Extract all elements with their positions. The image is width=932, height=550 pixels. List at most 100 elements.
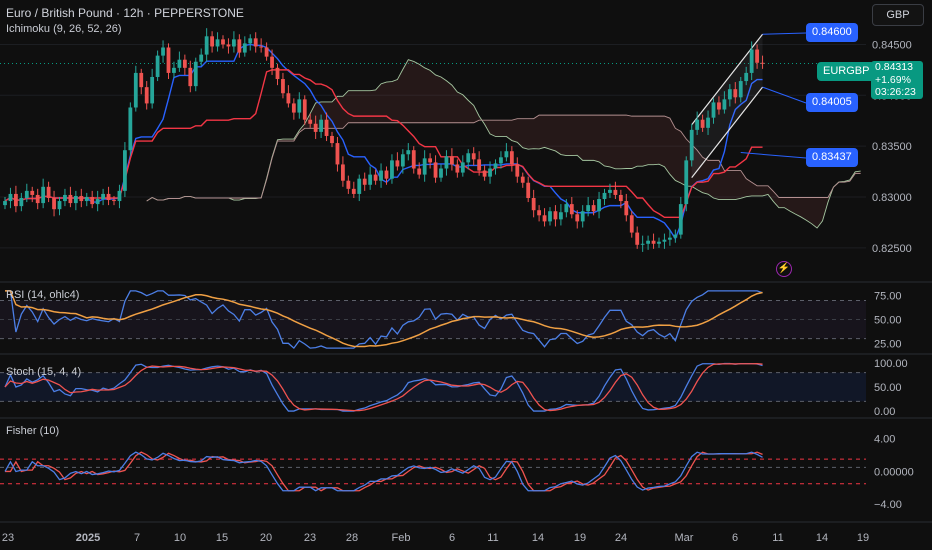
- candle[interactable]: [646, 235, 650, 250]
- candle[interactable]: [482, 165, 487, 181]
- candle[interactable]: [68, 186, 73, 208]
- candle[interactable]: [400, 149, 405, 174]
- fisher-pane[interactable]: 4.00 −4.00 0.00000: [0, 434, 914, 511]
- candle[interactable]: [760, 55, 765, 69]
- candle[interactable]: [488, 161, 492, 184]
- candle[interactable]: [128, 102, 133, 156]
- candle[interactable]: [106, 186, 111, 206]
- candle[interactable]: [308, 113, 313, 128]
- candle[interactable]: [319, 114, 323, 138]
- candle[interactable]: [182, 54, 187, 75]
- candle[interactable]: [297, 92, 302, 119]
- candle[interactable]: [237, 34, 242, 58]
- candle[interactable]: [629, 211, 634, 238]
- candle[interactable]: [411, 146, 416, 174]
- candle[interactable]: [379, 163, 383, 188]
- candle[interactable]: [373, 169, 378, 185]
- candle[interactable]: [444, 150, 449, 176]
- candle[interactable]: [689, 123, 694, 167]
- candle[interactable]: [526, 176, 531, 203]
- candle[interactable]: [744, 66, 749, 86]
- candle[interactable]: [455, 159, 460, 178]
- candle[interactable]: [602, 188, 607, 206]
- candle[interactable]: [330, 131, 334, 148]
- candle[interactable]: [232, 31, 236, 53]
- candle[interactable]: [390, 154, 394, 184]
- candle[interactable]: [749, 41, 754, 81]
- candle[interactable]: [460, 155, 465, 177]
- candle[interactable]: [14, 185, 18, 213]
- candle[interactable]: [73, 190, 78, 211]
- candle[interactable]: [471, 147, 476, 166]
- currency-button[interactable]: GBP: [872, 4, 924, 26]
- candle[interactable]: [204, 28, 209, 62]
- candle[interactable]: [668, 229, 672, 246]
- candle[interactable]: [559, 204, 563, 226]
- candle[interactable]: [84, 192, 89, 207]
- candle[interactable]: [275, 63, 280, 86]
- candle[interactable]: [161, 40, 165, 63]
- candle[interactable]: [226, 38, 231, 54]
- candle[interactable]: [24, 183, 29, 203]
- candle[interactable]: [221, 35, 225, 49]
- candle[interactable]: [722, 91, 727, 114]
- candle[interactable]: [368, 166, 373, 190]
- candle[interactable]: [624, 193, 629, 222]
- candle[interactable]: [19, 192, 24, 212]
- candle[interactable]: [564, 199, 569, 218]
- stoch-pane[interactable]: 100.00 50.00 0.00: [0, 358, 908, 418]
- candle[interactable]: [727, 84, 732, 107]
- candle[interactable]: [253, 32, 258, 53]
- candle[interactable]: [215, 32, 220, 52]
- candle[interactable]: [242, 36, 247, 57]
- candle[interactable]: [493, 159, 498, 175]
- candle[interactable]: [166, 43, 171, 80]
- candle[interactable]: [422, 150, 427, 182]
- candle[interactable]: [755, 44, 759, 69]
- candle[interactable]: [733, 82, 738, 104]
- candle[interactable]: [439, 164, 443, 182]
- candle[interactable]: [291, 98, 296, 120]
- candle[interactable]: [117, 184, 122, 209]
- candle[interactable]: [324, 112, 329, 142]
- candle[interactable]: [597, 191, 601, 219]
- time-axis[interactable]: 23 2025 7 10 15 20 23 28 Feb 6 11 14 19 24 Mar 6 11 14 19: [2, 532, 869, 544]
- candle[interactable]: [63, 188, 67, 207]
- candle[interactable]: [700, 114, 705, 132]
- candle[interactable]: [537, 205, 541, 222]
- candle[interactable]: [144, 81, 149, 110]
- candle[interactable]: [46, 181, 51, 203]
- candle[interactable]: [193, 57, 198, 92]
- candle[interactable]: [717, 96, 721, 115]
- rsi-pane[interactable]: 75.00 50.00 25.00: [0, 290, 902, 351]
- candle[interactable]: [123, 142, 127, 197]
- candle[interactable]: [651, 233, 656, 249]
- candles[interactable]: [3, 28, 765, 252]
- ichimoku-legend[interactable]: Ichimoku (9, 26, 52, 26): [6, 23, 122, 35]
- candle[interactable]: [346, 175, 351, 194]
- candle[interactable]: [548, 207, 552, 226]
- candle[interactable]: [515, 157, 520, 183]
- candle[interactable]: [259, 38, 264, 53]
- candle[interactable]: [608, 183, 612, 198]
- candle[interactable]: [711, 98, 716, 124]
- lightning-icon[interactable]: ⚡: [776, 261, 792, 277]
- candle[interactable]: [357, 174, 362, 202]
- candle[interactable]: [351, 181, 356, 198]
- candle[interactable]: [30, 186, 35, 203]
- candle[interactable]: [695, 111, 700, 135]
- candle[interactable]: [466, 149, 471, 170]
- candle[interactable]: [575, 210, 580, 229]
- candle[interactable]: [35, 188, 40, 210]
- candle[interactable]: [286, 85, 291, 108]
- candle[interactable]: [335, 136, 340, 172]
- stoch-legend[interactable]: Stoch (15, 4, 4): [6, 366, 82, 378]
- candle[interactable]: [177, 51, 182, 72]
- candle[interactable]: [520, 172, 525, 188]
- candle[interactable]: [3, 196, 7, 210]
- candle[interactable]: [79, 188, 84, 208]
- candle[interactable]: [341, 156, 345, 187]
- candle[interactable]: [133, 65, 138, 112]
- candle[interactable]: [618, 189, 623, 209]
